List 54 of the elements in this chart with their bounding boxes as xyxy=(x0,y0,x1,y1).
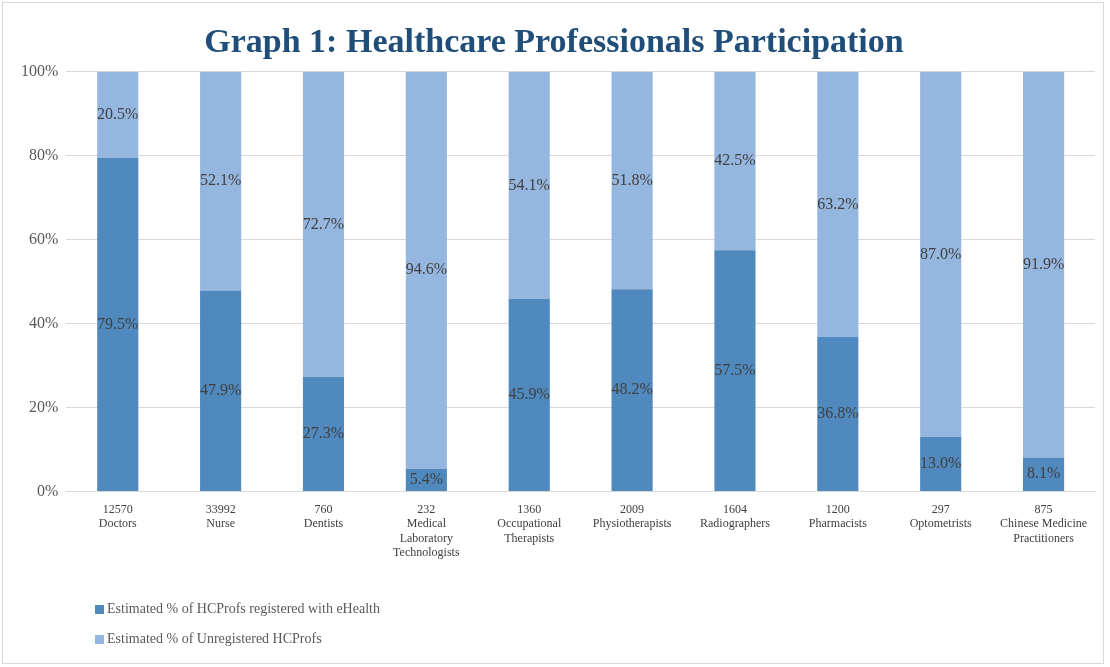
bar xyxy=(1022,71,1065,458)
data-label: 42.5% xyxy=(714,151,756,169)
data-label: 47.9% xyxy=(199,380,242,398)
data-label: 5.4% xyxy=(409,470,444,488)
y-tick-label: 80% xyxy=(29,145,59,163)
data-label: 63.2% xyxy=(817,194,859,212)
y-tick-label: 20% xyxy=(29,397,59,415)
x-tick-label: 2009 Physiotherapists xyxy=(592,501,672,531)
legend-label: Estimated % of HCProfs registered with eHealth xyxy=(107,601,380,617)
data-label: 94.6% xyxy=(405,260,448,278)
data-label: 8.1% xyxy=(1026,464,1061,482)
bar xyxy=(302,376,345,491)
bar xyxy=(302,71,345,377)
bar xyxy=(611,289,653,491)
bar xyxy=(817,71,859,337)
bar xyxy=(508,71,550,299)
bar xyxy=(920,71,962,437)
x-tick-label: 12570 Doctors xyxy=(98,501,138,531)
bar xyxy=(200,290,242,491)
bar xyxy=(97,157,139,491)
bar xyxy=(714,71,756,251)
x-tick-label: 33992 Nurse xyxy=(205,501,236,531)
data-label: 51.8% xyxy=(611,170,653,188)
x-tick-label: 297 Optometrists xyxy=(909,501,973,531)
x-tick-label: 1360 Occupational Therapists xyxy=(497,501,562,545)
x-tick-label: 1604 Radiographers xyxy=(699,501,771,531)
chart-title: Graph 1: Healthcare Professionals Participation xyxy=(204,22,904,60)
data-label: 27.3% xyxy=(302,424,345,442)
x-tick-label: 232 Medical Laboratory Technologists xyxy=(393,501,460,559)
x-tick-label: 760 Dentists xyxy=(303,501,344,531)
data-label: 87.0% xyxy=(920,244,962,262)
bar xyxy=(97,71,139,158)
y-tick-label: 40% xyxy=(29,313,59,331)
data-label: 57.5% xyxy=(714,360,756,378)
data-label: 54.1% xyxy=(508,175,550,193)
bar xyxy=(714,250,756,491)
bar xyxy=(611,71,653,290)
bar xyxy=(405,71,447,469)
legend-label: Estimated % of Unregistered HCProfs xyxy=(107,631,322,647)
data-label: 79.5% xyxy=(97,314,139,332)
data-label: 13.0% xyxy=(920,454,962,472)
data-label: 91.9% xyxy=(1022,254,1065,272)
bar xyxy=(817,336,859,491)
data-label: 36.8% xyxy=(817,404,859,422)
bar xyxy=(200,71,242,291)
data-label: 52.1% xyxy=(199,171,242,189)
x-tick-label: 875 Chinese Medicine Practitioners xyxy=(1000,501,1088,545)
data-label: 72.7% xyxy=(302,214,345,232)
y-tick-label: 0% xyxy=(37,481,59,499)
x-tick-label: 1200 Pharmacists xyxy=(808,501,868,531)
bar xyxy=(508,298,550,491)
data-label: 20.5% xyxy=(97,105,139,123)
y-tick-label: 60% xyxy=(29,229,59,247)
y-tick-label: 100% xyxy=(21,62,59,79)
